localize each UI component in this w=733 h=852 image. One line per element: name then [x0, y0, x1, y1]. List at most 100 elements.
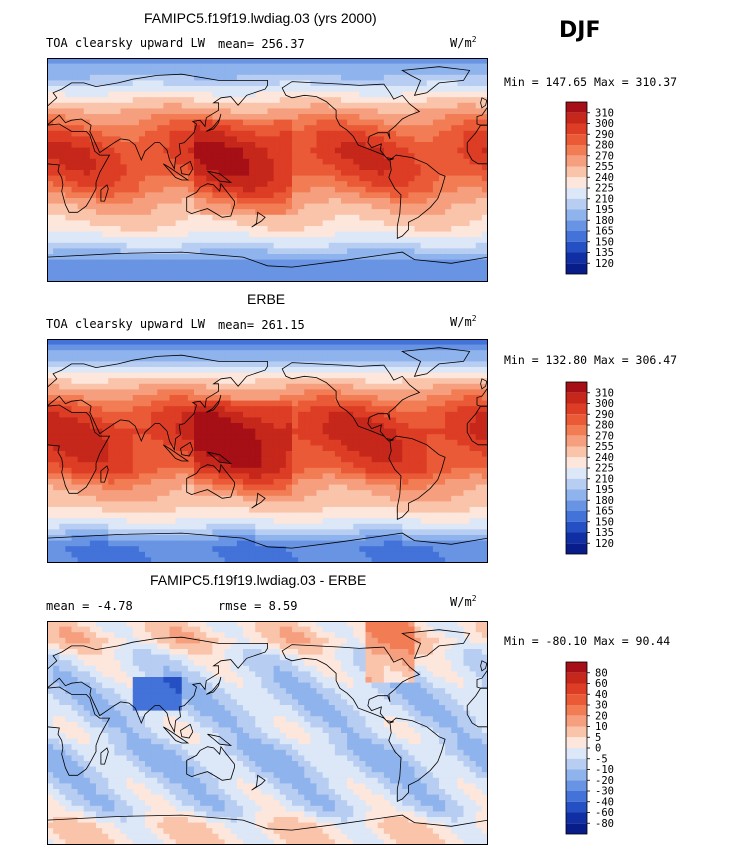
- panel-1-title: FAMIPC5.f19f19.lwdiag.03 (yrs 2000): [144, 10, 377, 26]
- panel-1-map: [47, 58, 488, 282]
- colorbar-tick-label: 120: [595, 258, 614, 270]
- colorbar-tick-label: 300: [595, 118, 614, 130]
- colorbar-tick-label: 310: [595, 107, 614, 119]
- colorbar-tick-label: 5: [595, 732, 601, 744]
- colorbar-tick-label: 270: [595, 430, 614, 442]
- colorbar-swatch: [566, 155, 587, 167]
- panel-2-minmax: Min = 132.80 Max = 306.47: [504, 353, 678, 367]
- colorbar-tick-label: 195: [595, 484, 614, 496]
- colorbar-swatch: [566, 726, 587, 738]
- colorbar-swatch: [566, 435, 587, 447]
- colorbar-tick-label: -5: [595, 753, 608, 765]
- panel-1-minmax: Min = 147.65 Max = 310.37: [504, 75, 678, 89]
- colorbar-tick-label: 255: [595, 161, 614, 173]
- colorbar-swatch: [566, 780, 587, 791]
- colorbar-tick-label: 80: [595, 667, 608, 679]
- colorbar-swatch: [566, 543, 587, 554]
- colorbar-tick-label: 240: [595, 172, 614, 184]
- colorbar-swatch: [566, 446, 587, 458]
- colorbar-swatch: [566, 102, 587, 113]
- colorbar-tick-label: 40: [595, 689, 608, 701]
- colorbar-tick-label: 0: [595, 743, 601, 755]
- panel-1-colorbar: 3103002902802702552402252101951801651501…: [565, 101, 614, 275]
- colorbar-tick-label: 30: [595, 700, 608, 712]
- colorbar-swatch: [566, 705, 587, 716]
- panel-2-units: W/m2: [450, 314, 477, 329]
- colorbar-swatch: [566, 457, 587, 468]
- colorbar-tick-label: 165: [595, 506, 614, 518]
- colorbar-swatch: [566, 769, 587, 781]
- colorbar-tick-label: 225: [595, 463, 614, 475]
- panel-2-title: ERBE: [247, 291, 286, 307]
- colorbar-tick-label: 180: [595, 215, 614, 227]
- season-label: DJF: [559, 18, 601, 43]
- colorbar-tick-label: 280: [595, 140, 614, 152]
- colorbar-tick-label: 120: [595, 538, 614, 550]
- colorbar-swatch: [566, 177, 587, 188]
- colorbar-swatch: [566, 662, 587, 673]
- colorbar-swatch: [566, 521, 587, 533]
- colorbar-tick-label: 195: [595, 204, 614, 216]
- colorbar-swatch: [566, 489, 587, 501]
- colorbar-tick-label: 135: [595, 527, 614, 539]
- colorbar-swatch: [566, 263, 587, 274]
- panel-3-title: FAMIPC5.f19f19.lwdiag.03 - ERBE: [150, 572, 367, 588]
- colorbar-swatch: [566, 392, 587, 404]
- colorbar-swatch: [566, 748, 587, 759]
- map-field: [47, 339, 488, 563]
- colorbar-tick-label: 270: [595, 150, 614, 162]
- colorbar-tick-label: -60: [595, 807, 614, 819]
- panel-3-rmse: rmse = 8.59: [218, 599, 298, 613]
- colorbar-swatch: [566, 112, 587, 124]
- panel-3-units: W/m2: [450, 594, 477, 609]
- colorbar-swatch: [566, 468, 587, 479]
- colorbar-swatch: [566, 511, 587, 522]
- panel-1-units: W/m2: [450, 35, 477, 50]
- colorbar-tick-label: 255: [595, 441, 614, 453]
- colorbar-tick-label: -80: [595, 818, 614, 830]
- panel-1-mean: mean= 256.37: [218, 37, 305, 51]
- map-field: [47, 58, 488, 282]
- colorbar-tick-label: 225: [595, 183, 614, 195]
- colorbar-tick-label: 150: [595, 236, 614, 248]
- coastlines: [47, 347, 488, 563]
- colorbar-swatch: [566, 500, 587, 511]
- colorbar-swatch: [566, 231, 587, 242]
- colorbar-swatch: [566, 241, 587, 253]
- colorbar-swatch: [566, 823, 587, 834]
- colorbar-tick-label: 20: [595, 710, 608, 722]
- colorbar-swatch: [566, 715, 587, 727]
- colorbar-swatch: [566, 166, 587, 178]
- colorbar-swatch: [566, 123, 587, 135]
- colorbar-tick-label: -30: [595, 786, 614, 798]
- colorbar-swatch: [566, 414, 587, 425]
- colorbar-tick-label: 150: [595, 516, 614, 528]
- colorbar-swatch: [566, 252, 587, 264]
- colorbar-swatch: [566, 425, 587, 436]
- colorbar-tick-label: 310: [595, 387, 614, 399]
- colorbar-swatch: [566, 478, 587, 490]
- panel-2-colorbar: 3103002902802702552402252101951801651501…: [565, 381, 614, 555]
- colorbar-tick-label: 180: [595, 495, 614, 507]
- panel-3-map: [47, 621, 488, 845]
- colorbar-swatch: [566, 812, 587, 824]
- colorbar-swatch: [566, 672, 587, 684]
- colorbar-tick-label: -40: [595, 796, 614, 808]
- colorbar-tick-label: 60: [595, 678, 608, 690]
- colorbar-tick-label: -20: [595, 775, 614, 787]
- colorbar-tick-label: 240: [595, 452, 614, 464]
- colorbar-tick-label: 290: [595, 409, 614, 421]
- colorbar-swatch: [566, 382, 587, 393]
- map-field: [47, 621, 488, 845]
- coastlines: [47, 629, 488, 845]
- colorbar-tick-label: 210: [595, 193, 614, 205]
- colorbar-tick-label: 10: [595, 721, 608, 733]
- panel-1-variable: TOA clearsky upward LW: [46, 36, 205, 50]
- colorbar-swatch: [566, 188, 587, 199]
- panel-2-variable: TOA clearsky upward LW: [46, 317, 205, 331]
- colorbar-swatch: [566, 694, 587, 705]
- colorbar-swatch: [566, 145, 587, 156]
- coastlines: [47, 66, 488, 282]
- panel-3-mean: mean = -4.78: [46, 599, 133, 613]
